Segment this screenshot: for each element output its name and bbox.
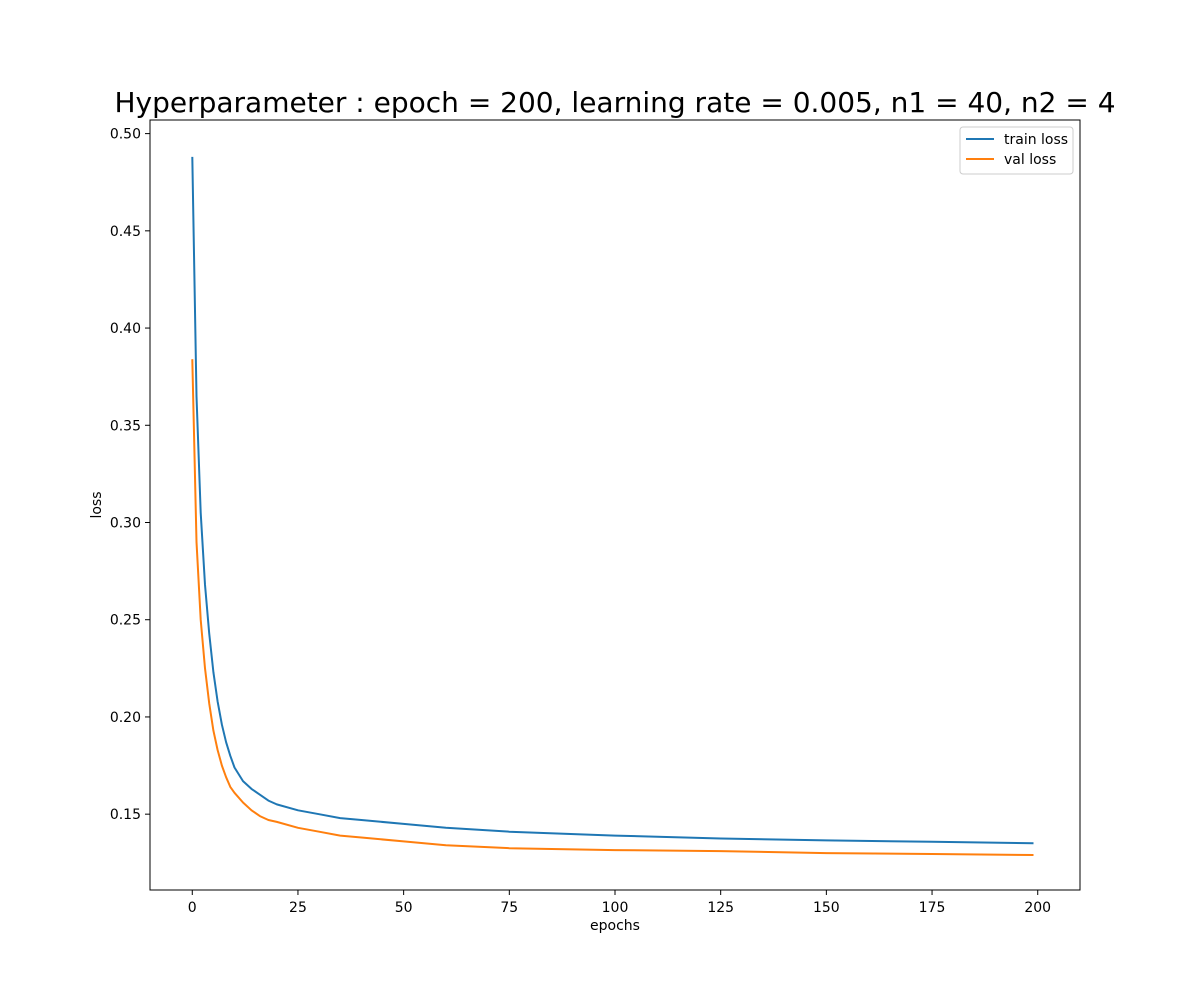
y-tick-label: 0.45 bbox=[110, 224, 141, 240]
x-tick-label: 175 bbox=[919, 900, 946, 916]
y-tick-label: 0.40 bbox=[110, 321, 141, 337]
x-tick-label: 200 bbox=[1024, 900, 1051, 916]
y-tick-label: 0.50 bbox=[110, 127, 141, 143]
x-axis-label: epochs bbox=[590, 918, 640, 934]
x-tick-label: 50 bbox=[395, 900, 413, 916]
series-line-train-loss bbox=[191, 156, 1034, 845]
y-axis-label: loss bbox=[89, 491, 105, 518]
chart-title: Hyperparameter : epoch = 200, learning r… bbox=[114, 86, 1115, 119]
series-layer bbox=[191, 156, 1034, 856]
series-line-val-loss bbox=[191, 359, 1034, 856]
x-tick-label: 100 bbox=[602, 900, 629, 916]
plot-area: 0 25 50 75 100 125 150 175 200 0.150.200.250.300… bbox=[110, 119, 1081, 916]
y-tick-label: 0.15 bbox=[110, 807, 141, 823]
y-tick-label: 0.35 bbox=[110, 418, 141, 434]
axes-frame bbox=[149, 119, 1081, 891]
y-tick-label: 0.20 bbox=[110, 710, 141, 726]
y-axis: 0.15 0.20 0.25 0.30 0.35 0.40 0.45 0.50 bbox=[110, 127, 150, 823]
x-tick-label: 25 bbox=[289, 900, 307, 916]
x-tick-label: 125 bbox=[707, 900, 734, 916]
y-tick-label: 0.30 bbox=[110, 516, 141, 532]
legend: train loss val loss bbox=[959, 126, 1074, 175]
x-tick-label: 150 bbox=[813, 900, 840, 916]
legend-label: train loss bbox=[1004, 132, 1068, 148]
x-tick-label: 75 bbox=[500, 900, 518, 916]
legend-label: val loss bbox=[1004, 152, 1056, 168]
x-axis: 0 25 50 75 100 125 150 175 200 bbox=[188, 890, 1051, 916]
x-tick-label: 0 bbox=[188, 900, 197, 916]
y-tick-label: 0.25 bbox=[110, 613, 141, 629]
